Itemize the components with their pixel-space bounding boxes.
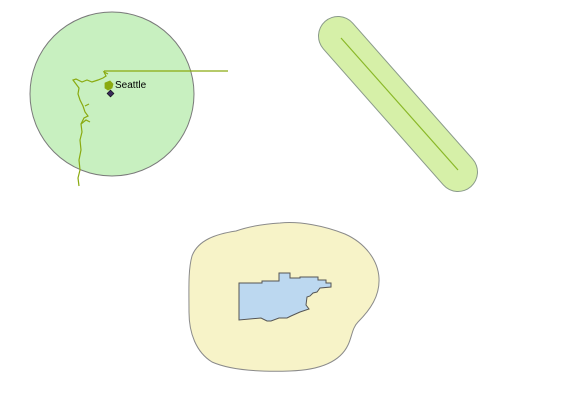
- line-feature[interactable]: [340, 37, 459, 171]
- puget-sound-detail: [80, 103, 91, 125]
- city-label: Seattle: [115, 80, 147, 91]
- line-buffer-group[interactable]: [318, 16, 478, 192]
- coastline: [72, 70, 109, 187]
- city-point-marker[interactable]: [106, 89, 115, 98]
- polygon-feature[interactable]: [238, 272, 332, 322]
- point-buffer-group[interactable]: Seattle: [29, 11, 228, 187]
- polygon-buffer-group[interactable]: [188, 222, 380, 372]
- line-buffer-fill: [319, 17, 477, 191]
- city-area: [104, 80, 114, 91]
